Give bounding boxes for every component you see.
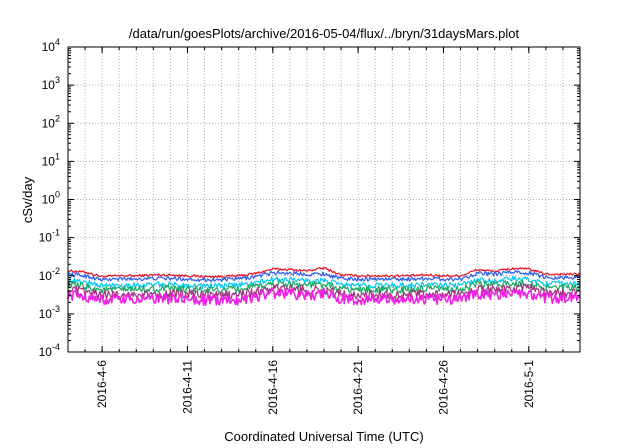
y-tick-mantissa: 10: [42, 193, 56, 207]
y-tick-mantissa: 10: [42, 40, 56, 54]
y-tick-exponent: -2: [52, 266, 60, 276]
y-tick-label: 103: [42, 75, 60, 92]
y-tick-exponent: -4: [52, 342, 60, 352]
y-tick-mantissa: 10: [39, 307, 53, 321]
series-layer: [67, 266, 581, 306]
x-axis-label: Coordinated Universal Time (UTC): [224, 429, 423, 444]
x-tick-label: 2016-4-21: [351, 360, 365, 415]
x-tick-label: 2016-4-16: [266, 360, 280, 415]
y-tick-label: 102: [42, 113, 60, 130]
series-line: [67, 270, 581, 283]
y-tick-label: 10-4: [39, 342, 60, 359]
y-tick-label: 10-1: [39, 228, 60, 245]
y-tick-exponent: 3: [55, 75, 60, 85]
x-tick-label: 2016-4-6: [95, 360, 109, 408]
y-tick-exponent: 4: [55, 37, 60, 47]
y-tick-mantissa: 10: [39, 231, 53, 245]
grid: [68, 47, 580, 352]
y-tick-label: 10-2: [39, 266, 60, 283]
y-tick-exponent: 1: [55, 151, 60, 161]
y-tick-exponent: -3: [52, 304, 60, 314]
series-line: [67, 287, 581, 306]
y-tick-exponent: 2: [55, 113, 60, 123]
y-tick-mantissa: 10: [39, 345, 53, 359]
y-tick-label: 104: [42, 37, 60, 54]
y-tick-label: 10-3: [39, 304, 60, 321]
x-tick-label: 2016-4-26: [436, 360, 450, 415]
y-tick-mantissa: 10: [42, 78, 56, 92]
series-line: [67, 283, 581, 301]
y-tick-exponent: 0: [55, 190, 60, 200]
y-tick-mantissa: 10: [42, 116, 56, 130]
y-tick-exponent: -1: [52, 228, 60, 238]
chart-title: /data/run/goesPlots/archive/2016-05-04/f…: [129, 26, 520, 41]
series-line: [67, 279, 581, 295]
y-tick-label: 101: [42, 151, 60, 168]
y-axis-label: cSv/day: [20, 176, 35, 223]
y-tick-mantissa: 10: [42, 154, 56, 168]
y-tick-mantissa: 10: [39, 269, 53, 283]
x-tick-label: 2016-5-1: [522, 360, 536, 408]
x-tick-label: 2016-4-11: [180, 360, 194, 414]
y-tick-label: 100: [42, 190, 60, 207]
